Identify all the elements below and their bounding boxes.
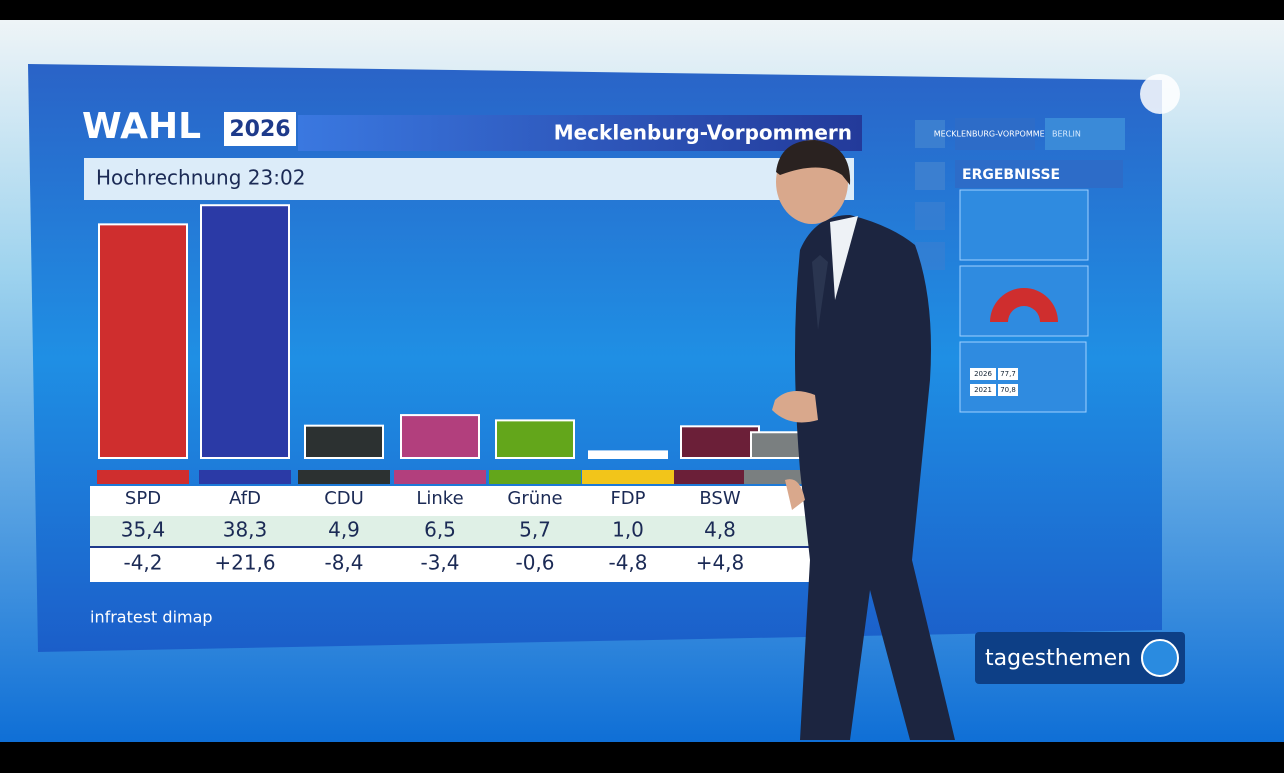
party-stripe [582,470,674,484]
show-badge [975,632,1185,684]
brand: WAHL [82,106,201,147]
region-band [298,115,862,151]
cell [970,368,996,380]
party-name: Grüne [507,488,562,509]
bar-chart: SPD 35,4 -4,2 AfD 38,3 +21,6 CDU 4,9 -8,4 Linke 6,… [97,204,836,575]
tab-label: BERLIN [1052,130,1081,139]
value-label: 4,8 [704,518,736,542]
change-label: -8,4 [324,551,363,575]
menu-button[interactable] [915,202,945,230]
change-label: -4,2 [123,551,162,575]
bar [680,425,760,460]
show-title: tagesthemen [985,646,1131,671]
change-label: -3,4 [420,551,459,575]
cell [970,384,996,396]
year: 2026 [229,117,290,142]
change-label: -0,6 [515,551,554,575]
cell [998,368,1018,380]
value-label: 38,3 [223,518,268,542]
channel-logo [1140,74,1180,114]
subtitle-band [84,158,854,200]
thumbnail-bars[interactable] [959,189,1089,261]
bar [304,424,384,460]
section-header [955,160,1123,188]
party-name: AfD [229,488,261,509]
source: infratest dimap [90,608,213,627]
value-label: 5,7 [519,518,551,542]
cell [998,384,1018,396]
row-divider [90,546,810,548]
party-name: CDU [324,488,364,509]
value-label: 4,9 [328,518,360,542]
turnout-value: 77,7 [1000,370,1016,378]
seat-icon [990,288,1058,322]
subtitle: Hochrechnung 23:02 [96,166,305,190]
home-button[interactable] [915,162,945,190]
party-name: Linke [416,488,463,509]
turnout-year: 2026 [974,370,992,378]
party-stripe [199,470,291,484]
section-title: ERGEBNISSE [962,167,1060,183]
tab[interactable] [1045,118,1125,150]
party-stripe [674,470,766,484]
bar [200,204,290,459]
value-label: 1,0 [612,518,644,542]
change-label: +4,8 [696,551,745,575]
bar [400,414,480,460]
name-row [90,486,810,516]
turnout-value: 70,8 [1000,386,1016,394]
menu-button[interactable] [915,120,945,148]
party-stripe [489,470,581,484]
change-label: +21,6 [214,551,275,575]
change-row [90,548,810,582]
presenter [772,140,955,740]
party-name: FDP [610,488,645,509]
value-label: 6,5 [424,518,456,542]
party-name: BSW [699,488,740,509]
change-label: -4,8 [608,551,647,575]
turnout-year: 2021 [974,386,992,394]
bar [588,450,668,459]
show-logo [1141,639,1179,677]
bar [98,223,188,459]
party-name: SPD [125,488,161,509]
bar [495,419,575,460]
party-stripe [394,470,486,484]
party-stripe [97,470,189,484]
value-label: 35,4 [121,518,166,542]
value-row [90,516,810,546]
party-stripe [298,470,390,484]
region: Mecklenburg-Vorpommern [554,121,852,145]
year-box [224,112,296,146]
tab[interactable] [955,118,1035,150]
tab-label: MECKLENBURG-VORPOMMERN [934,130,1057,139]
